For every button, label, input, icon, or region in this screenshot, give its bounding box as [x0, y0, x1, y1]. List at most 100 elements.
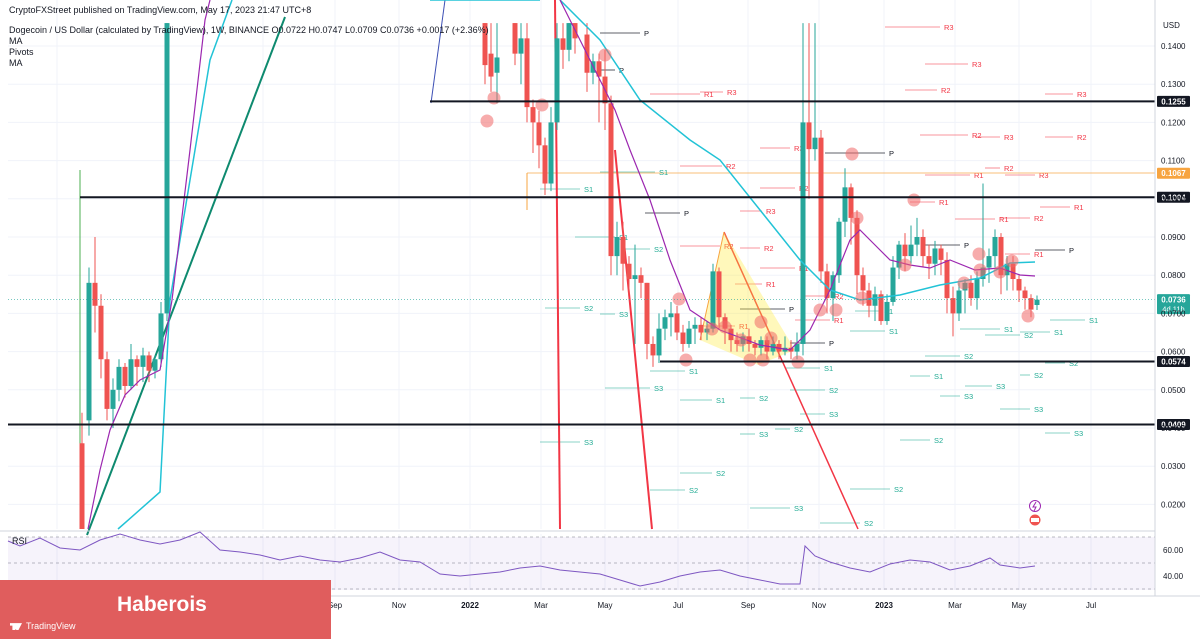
pivot-label: S1	[1004, 325, 1013, 334]
candle-body	[650, 343, 656, 356]
highlight-circle	[734, 333, 748, 347]
candle-body	[146, 355, 152, 371]
pivot-label: S1	[659, 168, 668, 177]
pivot-label: R2	[1004, 164, 1014, 173]
y-tick-label: 0.0300	[1161, 462, 1186, 471]
candle-body	[542, 145, 548, 184]
indicator-pivots-label[interactable]: Pivots	[9, 47, 34, 57]
price-tag-label: 0.0736	[1161, 296, 1186, 305]
candle-body	[848, 187, 854, 218]
candle-body	[890, 267, 896, 302]
candle-body	[494, 57, 500, 73]
candle-body	[164, 23, 170, 314]
pivot-label: P	[964, 241, 969, 250]
price-tag-label: 0.1067	[1161, 169, 1186, 178]
candle-body	[794, 343, 800, 352]
rsi-label[interactable]: RSI	[12, 536, 28, 546]
pivot-label: P	[644, 29, 649, 38]
pivot-label: R3	[794, 144, 804, 153]
tradingview-logo-icon	[10, 623, 22, 631]
candle-body	[806, 122, 812, 150]
candle-body	[1028, 298, 1034, 310]
highlight-circle	[679, 353, 693, 367]
highlight-circle	[813, 303, 827, 317]
candle-body	[644, 282, 650, 344]
axes: USD0.14000.13000.12000.11000.10000.09000…	[0, 0, 1200, 610]
pivot-label: R1	[1074, 203, 1084, 212]
pivot-label: P	[1069, 246, 1074, 255]
pivot-label: R1	[704, 90, 714, 99]
candle-body	[998, 237, 1004, 276]
pivot-label: R2	[941, 86, 951, 95]
pivot-label: S1	[1089, 316, 1098, 325]
pivot-label: R3	[1077, 90, 1087, 99]
pivot-label: S2	[794, 425, 803, 434]
candle-body	[632, 275, 638, 280]
pivot-label: S2	[689, 486, 698, 495]
pivot-label: S1	[584, 185, 593, 194]
pivot-label: R1	[939, 198, 949, 207]
highlight-circle	[705, 322, 719, 336]
author-watermark: Haberois TradingView	[0, 580, 331, 639]
highlight-circle	[850, 211, 864, 225]
pivot-label: R1	[999, 215, 1009, 224]
candle-body	[770, 343, 776, 352]
candle-body	[512, 23, 518, 54]
candle-body	[878, 294, 884, 322]
pivot-label: R1	[766, 280, 776, 289]
candle-body	[686, 328, 692, 344]
highlight-circle	[1005, 254, 1019, 268]
indicator-ma-label[interactable]: MA	[9, 36, 23, 46]
highlight-circle	[855, 291, 869, 305]
pivot-label: S1	[889, 327, 898, 336]
pivot-label: R2	[1077, 133, 1087, 142]
pivot-label: S2	[1034, 371, 1043, 380]
pivot-label: S1	[716, 396, 725, 405]
candle-body	[842, 187, 848, 222]
pivot-label: R3	[1004, 133, 1014, 142]
pivot-label: R1	[1034, 250, 1044, 259]
pivot-label: S3	[794, 504, 803, 513]
candle-body	[98, 305, 104, 360]
candle-body	[800, 122, 806, 344]
price-tag-bg	[1157, 356, 1190, 368]
symbol-line: Dogecoin / US Dollar (calculated by Trad…	[9, 25, 489, 35]
candle-body	[854, 217, 860, 276]
x-tick-label: Mar	[948, 601, 962, 610]
candle-body	[674, 313, 680, 333]
trend-line	[614, 149, 653, 530]
pivot-label: R2	[834, 292, 844, 301]
candle-body	[896, 244, 902, 268]
rsi-tick-label: 40.00	[1163, 572, 1184, 581]
y-tick-label: 0.0700	[1161, 309, 1186, 318]
y-tick-label: 0.0400	[1161, 424, 1186, 433]
x-tick-label: May	[1011, 601, 1026, 610]
price-tag-bg	[1157, 294, 1190, 315]
candle-body	[680, 332, 686, 344]
pivot-label: S3	[829, 410, 838, 419]
trend-line	[723, 231, 859, 530]
candle-body	[824, 271, 830, 299]
y-tick-label: 0.0200	[1161, 500, 1186, 509]
pivot-label: P	[889, 149, 894, 158]
pivot-label: P	[619, 66, 624, 75]
y-tick-label: 0.1300	[1161, 80, 1186, 89]
indicator-ma2-label[interactable]: MA	[9, 58, 23, 68]
pivot-label: R1	[974, 171, 984, 180]
price-tag-bg	[1157, 167, 1190, 179]
candle-body	[758, 340, 764, 348]
y-tick-label: 0.1100	[1161, 157, 1185, 166]
pivot-label: S2	[584, 304, 593, 313]
highlight-circle	[972, 247, 986, 261]
pivot-label: R2	[724, 242, 734, 251]
candle-body	[620, 237, 626, 264]
candle-body	[692, 324, 698, 329]
candle-body	[908, 244, 914, 257]
highlight-circle	[487, 91, 501, 105]
price-tag-bg	[1157, 419, 1190, 431]
candle-body	[656, 328, 662, 356]
price-tag-label: 0.0409	[1161, 421, 1186, 430]
candle-body	[1004, 263, 1010, 276]
